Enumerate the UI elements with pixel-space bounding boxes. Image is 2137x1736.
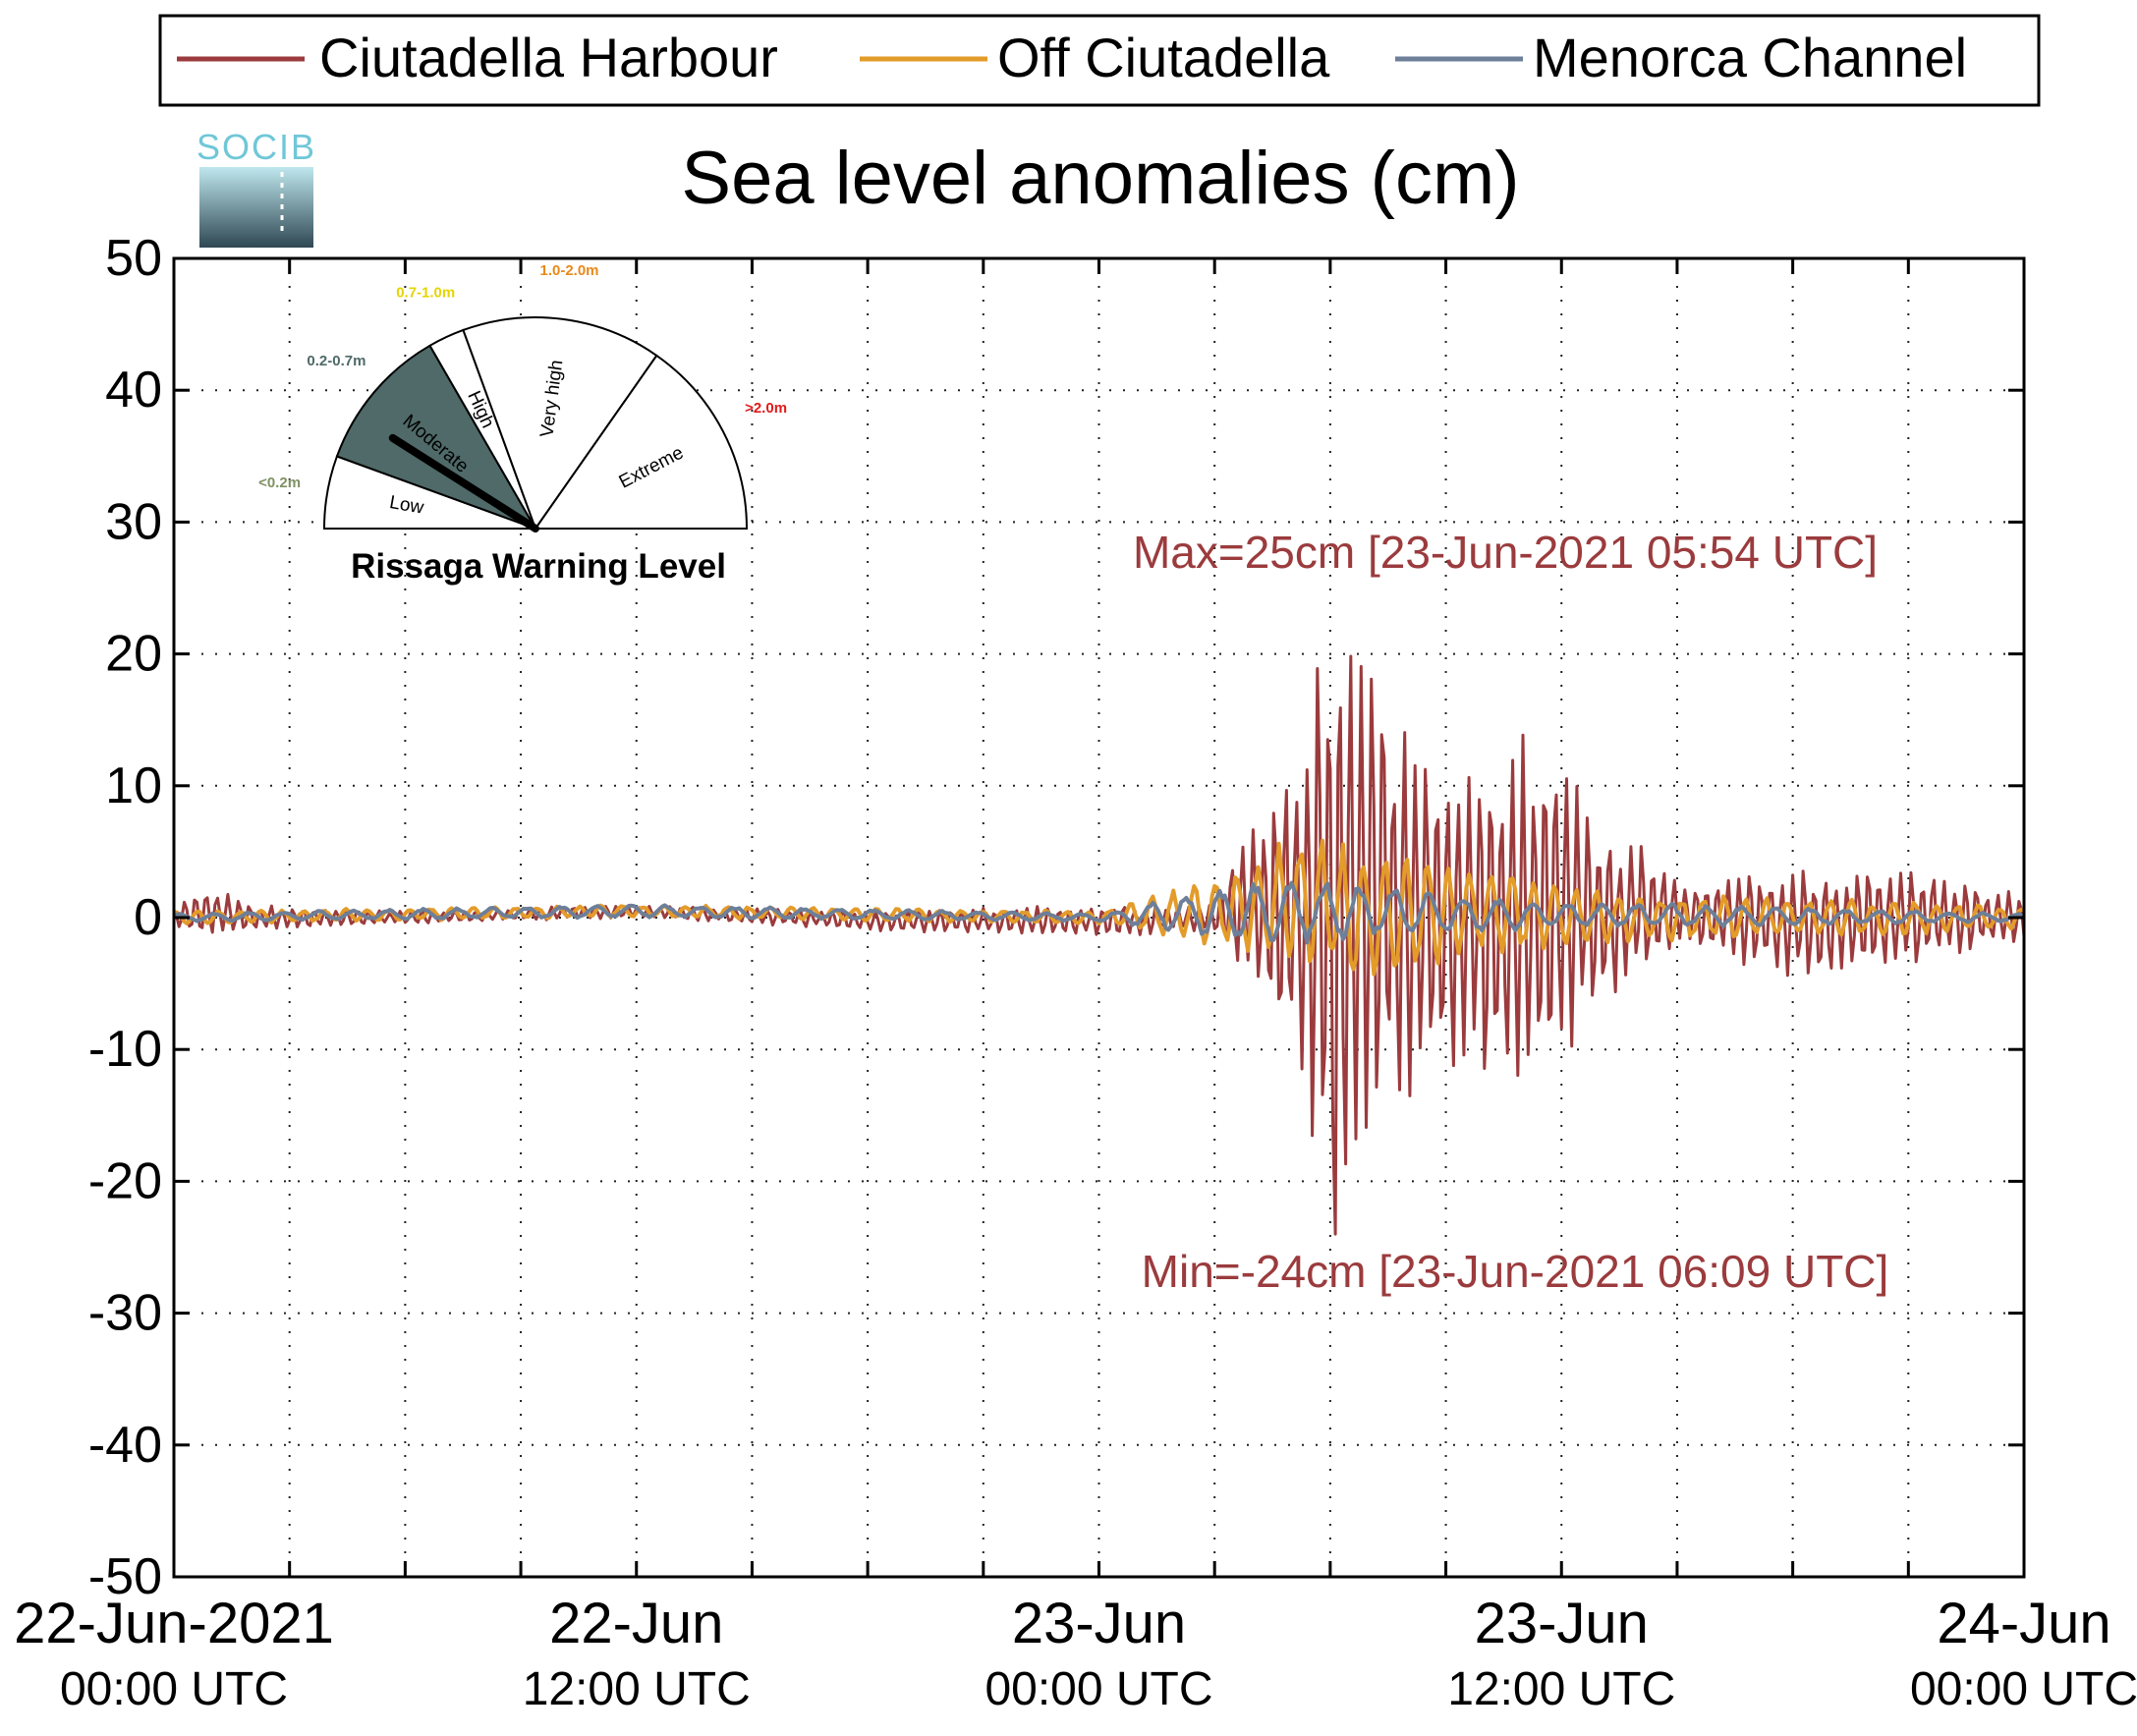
gauge-title: Rissaga Warning Level [351, 547, 726, 586]
gauge-range-label: >2.0m [745, 400, 787, 417]
legend-box [158, 14, 2041, 107]
series-layer [172, 654, 2026, 1236]
series-line-menorca-channel [172, 880, 2025, 945]
gauge-sector-extreme [534, 354, 749, 530]
x-tick-label-time: 12:00 UTC [523, 1663, 751, 1715]
x-tick-label-date: 23-Jun [1012, 1592, 1186, 1655]
gauge-range-label: <0.2m [258, 475, 301, 491]
min-annotation: Min=-24cm [23-Jun-2021 06:09 UTC] [1142, 1246, 1889, 1297]
gauge-sector-moderate [335, 344, 538, 531]
x-tick-label-time: 00:00 UTC [60, 1663, 288, 1715]
x-tick-label-time: 00:00 UTC [1910, 1663, 2137, 1715]
rissaga-warning-gauge: Low<0.2mModerate0.2-0.7mHigh0.7-1.0mVery… [258, 262, 787, 532]
y-tick-label: 40 [105, 362, 162, 419]
y-tick-label: -20 [88, 1152, 162, 1209]
x-axis: 22-Jun-2021 00:00 UTC 22-Jun 12:00 UTC 23-Ju… [14, 1592, 2137, 1715]
gauge-range-label: 0.2-0.7m [307, 353, 366, 369]
max-annotation: Max=25cm [23-Jun-2021 05:54 UTC] [1133, 527, 1878, 578]
x-tick-label-date: 23-Jun [1475, 1592, 1649, 1655]
legend: Ciutadella Harbour Off Ciutadella Menorca … [158, 14, 2041, 107]
plot-area: 50 40 30 20 10 0 -10 -20 -30 -40 -50 22-Jun-2021 00… [14, 230, 2137, 1715]
chart-title: Sea level anomalies (cm) [681, 137, 1519, 220]
y-tick-label: 30 [105, 493, 162, 550]
legend-label: Ciutadella Harbour [319, 27, 778, 88]
legend-label: Off Ciutadella [997, 27, 1330, 88]
gauge-range-label: 1.0-2.0m [539, 262, 598, 279]
x-tick-label-time: 00:00 UTC [984, 1663, 1212, 1715]
x-tick-label-date: 22-Jun [549, 1592, 723, 1655]
y-tick-label: 10 [105, 757, 162, 814]
socib-logo: SOCIB [197, 127, 316, 248]
socib-logo-text: SOCIB [197, 127, 316, 167]
x-tick-label-date: 22-Jun-2021 [14, 1592, 334, 1655]
y-tick-label: -50 [88, 1548, 162, 1605]
x-tick-label-date: 24-Jun [1937, 1592, 2110, 1655]
y-tick-label: -30 [88, 1285, 162, 1342]
series-line-ciutadella-harbour [172, 654, 2026, 1236]
gauge-sector-very-high [462, 316, 658, 532]
socib-logo-block [199, 167, 313, 248]
y-tick-label: 20 [105, 626, 162, 683]
legend-label: Menorca Channel [1533, 27, 1967, 88]
gauge-needle [388, 433, 539, 532]
series-line-off-ciutadella [172, 838, 2025, 977]
y-axis: 50 40 30 20 10 0 -10 -20 -30 -40 -50 [88, 230, 2024, 1605]
x-tick-label-time: 12:00 UTC [1447, 1663, 1675, 1715]
y-tick-label: -40 [88, 1417, 162, 1474]
y-tick-label: 50 [105, 230, 162, 287]
y-tick-label: -10 [88, 1021, 162, 1078]
gauge-range-label: 0.7-1.0m [396, 284, 455, 301]
y-tick-label: 0 [134, 889, 162, 946]
